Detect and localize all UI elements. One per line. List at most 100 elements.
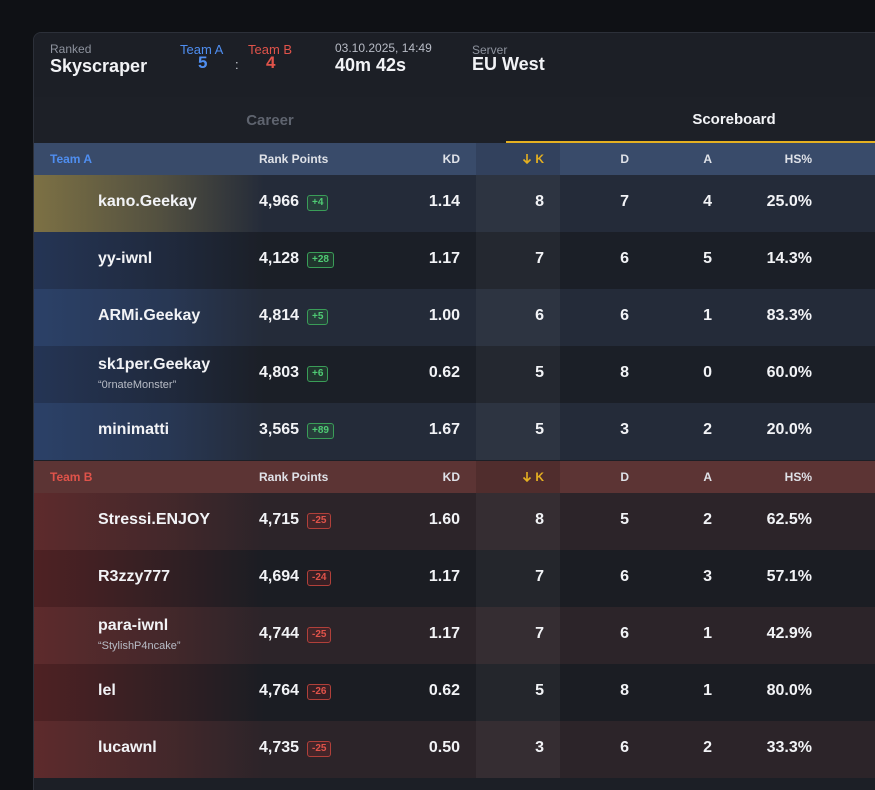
team-b-score: 4	[266, 53, 276, 72]
rank-points: 4,803	[259, 364, 300, 381]
rank-points-change-badge: +5	[307, 309, 329, 325]
rank-points: 4,764	[259, 682, 300, 699]
col-d[interactable]: D	[620, 152, 629, 166]
sort-column-shade	[476, 403, 560, 460]
deaths-value: 7	[620, 193, 629, 210]
server-value: EU West	[472, 54, 545, 74]
sort-column-shade	[476, 664, 560, 721]
col-a[interactable]: A	[703, 152, 712, 166]
player-name[interactable]: sk1per.Geekay	[98, 356, 211, 373]
player-name[interactable]: R3zzy777	[98, 568, 171, 585]
player-name[interactable]: minimatti	[98, 421, 170, 438]
sort-column-shade	[476, 550, 560, 607]
deaths-value: 6	[620, 568, 629, 585]
headshot-pct-value: 57.1%	[766, 568, 812, 585]
player-row[interactable]: minimatti 3,565 +89 1.67 5 3 2 20.0%	[34, 403, 875, 460]
headshot-pct-value: 25.0%	[766, 193, 812, 210]
player-row[interactable]: yy-iwnl 4,128 +28 1.17 7 6 5 14.3%	[34, 232, 875, 289]
col-k-sorted[interactable]: K	[504, 152, 544, 166]
player-highlight	[34, 175, 264, 232]
rank-points: 4,694	[259, 568, 300, 585]
assists-value: 1	[703, 307, 712, 324]
kills-value: 5	[535, 421, 544, 438]
deaths-value: 6	[620, 625, 629, 642]
player-highlight	[34, 232, 264, 289]
assists-value: 5	[703, 250, 712, 267]
kills-value: 6	[535, 307, 544, 324]
deaths-value: 8	[620, 682, 629, 699]
kd-value: 1.17	[428, 625, 460, 642]
kills-value: 5	[535, 682, 544, 699]
kd-value: 0.62	[428, 364, 460, 381]
kd-value: 1.14	[428, 193, 460, 210]
assists-value: 2	[703, 511, 712, 528]
team-b-label: Team B	[248, 42, 293, 57]
kd-value: 0.62	[428, 682, 460, 699]
player-name[interactable]: Stressi.ENJOY	[98, 511, 211, 528]
player-row[interactable]: ARMi.Geekay 4,814 +5 1.00 6 6 1 83.3%	[34, 289, 875, 346]
col-a[interactable]: A	[703, 470, 712, 484]
assists-value: 2	[703, 421, 712, 438]
assists-value: 2	[703, 739, 712, 756]
player-name[interactable]: para-iwnl	[98, 617, 169, 634]
col-kd[interactable]: KD	[442, 152, 460, 166]
headshot-pct-value: 80.0%	[766, 682, 812, 699]
rank-points-change-badge: -25	[307, 513, 332, 529]
player-highlight	[34, 346, 264, 403]
sort-column-shade	[476, 721, 560, 778]
sort-column-shade	[476, 289, 560, 346]
rank-points-change-badge: -26	[307, 684, 332, 700]
col-rank-points[interactable]: Rank Points	[259, 470, 329, 484]
player-nickname: “StylishP4ncake”	[98, 640, 181, 652]
assists-value: 4	[703, 193, 712, 210]
sort-column-shade	[476, 175, 560, 232]
match-mode: Ranked	[50, 42, 92, 56]
headshot-pct-value: 83.3%	[766, 307, 812, 324]
player-name[interactable]: lel	[98, 682, 116, 699]
sort-column-shade	[476, 346, 560, 403]
player-highlight	[34, 493, 264, 550]
kills-value: 5	[535, 364, 544, 381]
assists-value: 1	[703, 682, 712, 699]
server-label: Server	[472, 43, 508, 57]
player-row[interactable]: sk1per.Geekay “0rnateMonster” 4,803 +6 0.62 5…	[34, 346, 875, 403]
tab-scoreboard[interactable]: Scoreboard	[506, 97, 875, 143]
player-highlight	[34, 403, 264, 460]
col-k-sorted[interactable]: K	[504, 470, 544, 484]
player-row[interactable]: lucawnl 4,735 -25 0.50 3 6 2 33.3%	[34, 721, 875, 778]
kd-value: 1.67	[428, 421, 460, 438]
col-rank-points[interactable]: Rank Points	[259, 152, 329, 166]
sort-column-shade	[476, 493, 560, 550]
player-row[interactable]: kano.Geekay 4,966 +4 1.14 8 7 4 25.0%	[34, 175, 875, 232]
player-name[interactable]: ARMi.Geekay	[98, 307, 201, 324]
match-datetime: 03.10.2025, 14:49	[335, 41, 432, 55]
col-hs[interactable]: HS%	[784, 152, 812, 166]
player-highlight	[34, 289, 264, 346]
headshot-pct-value: 62.5%	[766, 511, 812, 528]
rank-points-change-badge: +4	[307, 195, 329, 211]
team-a-label: Team A	[180, 42, 224, 57]
player-row[interactable]: para-iwnl “StylishP4ncake” 4,744 -25 1.17 7 6 1…	[34, 607, 875, 664]
sort-column-shade	[476, 461, 560, 493]
player-name[interactable]: yy-iwnl	[98, 250, 153, 267]
col-kd[interactable]: KD	[442, 470, 460, 484]
col-hs[interactable]: HS%	[784, 470, 812, 484]
player-name[interactable]: lucawnl	[98, 739, 157, 756]
player-row[interactable]: Stressi.ENJOY 4,715 -25 1.60 8 5 2 62.5%	[34, 493, 875, 550]
player-highlight	[34, 550, 264, 607]
headshot-pct-value: 14.3%	[766, 250, 812, 267]
player-row[interactable]: R3zzy777 4,694 -24 1.17 7 6 3 57.1%	[34, 550, 875, 607]
tab-career[interactable]: Career	[246, 111, 294, 129]
player-nickname: “0rnateMonster”	[98, 379, 177, 391]
match-duration: 40m 42s	[335, 55, 407, 75]
rank-points-change-badge: -24	[307, 570, 332, 586]
rank-points-change-badge: -25	[307, 627, 332, 643]
player-row[interactable]: lel 4,764 -26 0.62 5 8 1 80.0%	[34, 664, 875, 721]
rank-points: 4,128	[259, 250, 300, 267]
rank-points: 3,565	[259, 421, 300, 438]
player-name[interactable]: kano.Geekay	[98, 193, 197, 210]
col-d[interactable]: D	[620, 470, 629, 484]
arrow-down-icon	[523, 154, 532, 165]
team-a-header-label: Team A	[50, 152, 93, 166]
team-b-header-label: Team B	[50, 470, 93, 484]
